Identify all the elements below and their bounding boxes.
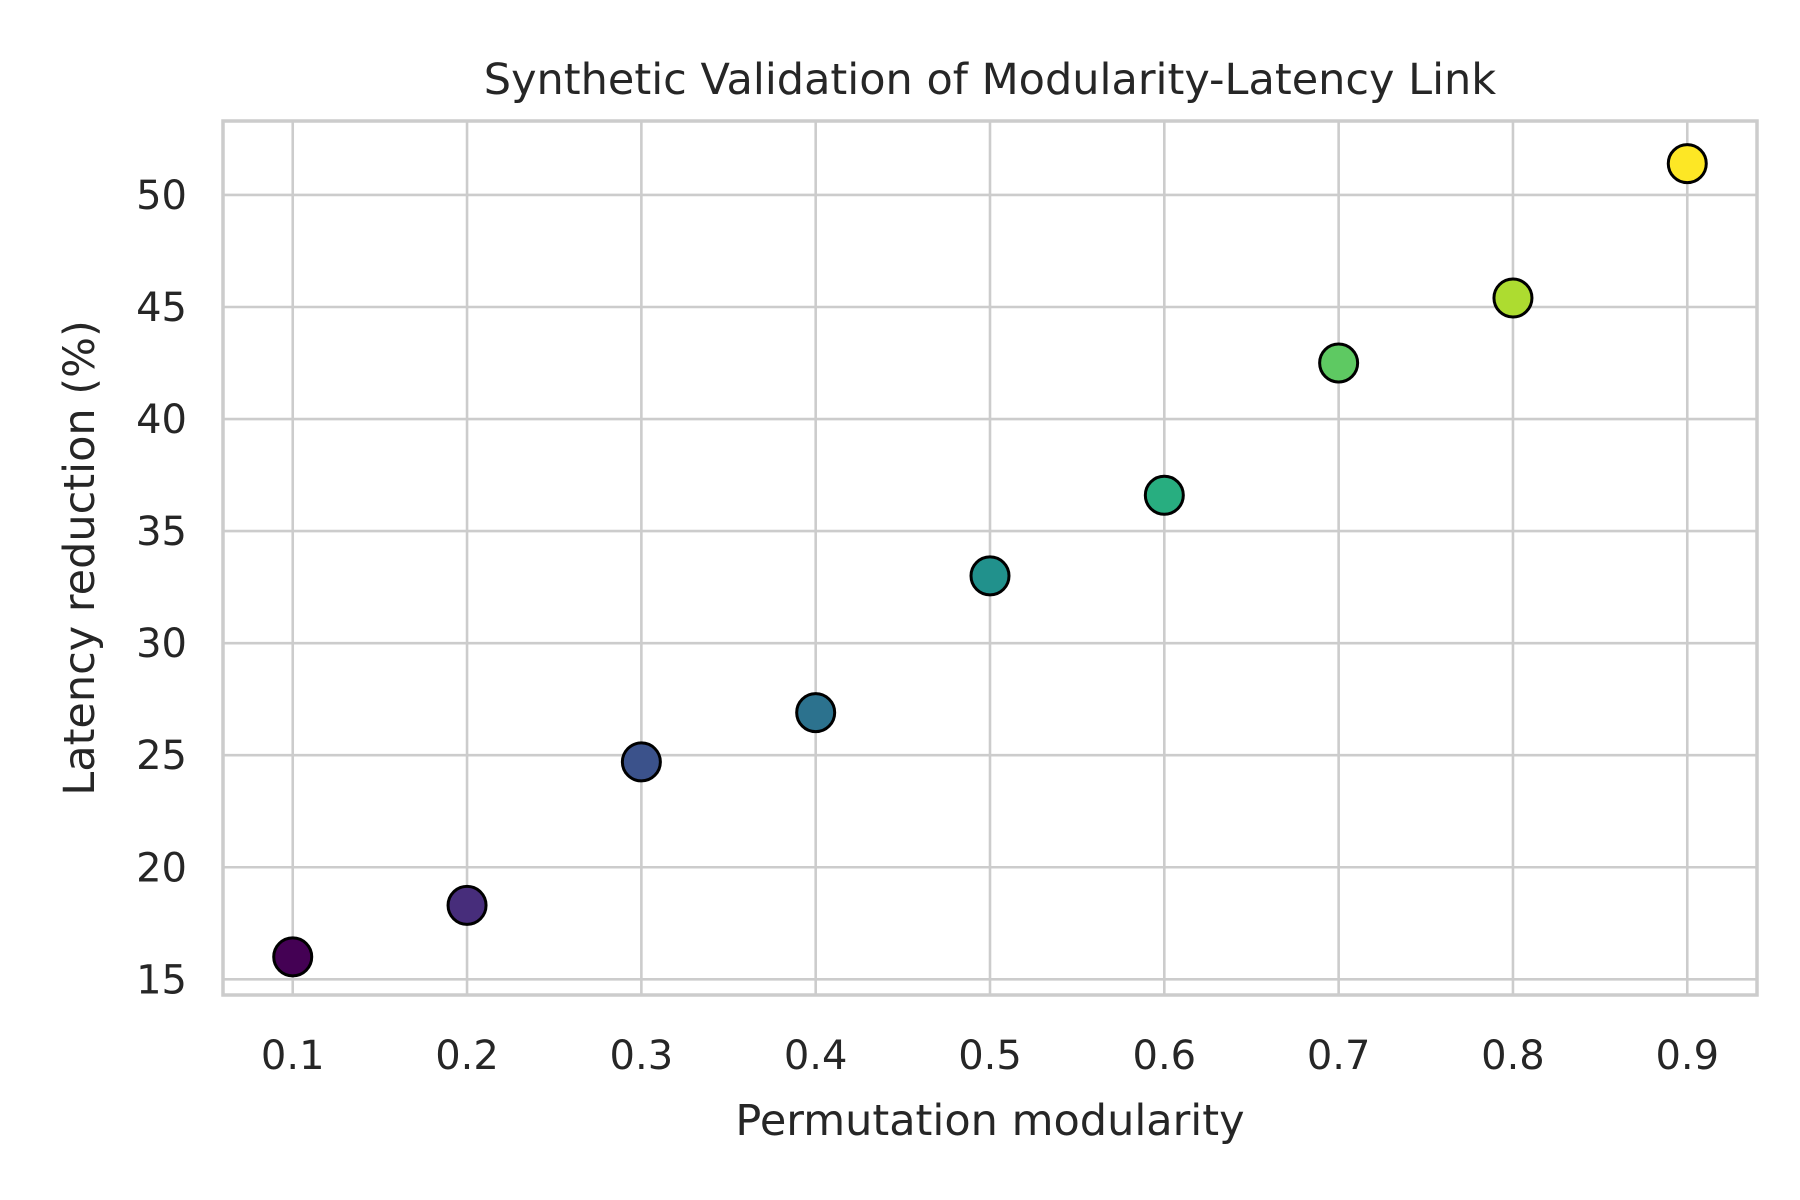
y-axis-label: Latency reduction (%) — [55, 320, 105, 795]
x-tick-label: 0.7 — [1307, 1033, 1371, 1079]
x-tick-label: 0.5 — [958, 1033, 1022, 1079]
plot-frame — [221, 119, 1759, 997]
y-tick-label: 15 — [136, 957, 187, 1003]
grid — [223, 121, 1757, 995]
y-tick-label: 35 — [136, 509, 187, 555]
y-tick-label: 50 — [136, 173, 187, 219]
x-tick-label: 0.3 — [610, 1033, 674, 1079]
x-tick-label: 0.4 — [784, 1033, 848, 1079]
data-point — [1143, 474, 1185, 516]
x-tick-label: 0.2 — [435, 1033, 499, 1079]
data-point — [620, 741, 662, 783]
data-point — [272, 936, 314, 978]
data-point — [1666, 143, 1708, 185]
y-tick-labels: 15 20 25 30 35 40 45 50 — [136, 173, 187, 1003]
x-tick-label: 0.1 — [261, 1033, 325, 1079]
y-tick-label: 25 — [136, 733, 187, 779]
data-point — [446, 884, 488, 926]
y-tick-label: 40 — [136, 397, 187, 443]
data-point — [795, 692, 837, 734]
y-tick-label: 45 — [136, 285, 187, 331]
chart-title: Synthetic Validation of Modularity-Laten… — [484, 55, 1497, 105]
x-tick-label: 0.8 — [1481, 1033, 1545, 1079]
x-tick-label: 0.9 — [1655, 1033, 1719, 1079]
data-point — [1492, 277, 1534, 319]
data-point — [1318, 342, 1360, 384]
x-tick-label: 0.6 — [1133, 1033, 1197, 1079]
y-tick-label: 20 — [136, 845, 187, 891]
data-points — [272, 143, 1708, 978]
x-tick-labels: 0.1 0.2 0.3 0.4 0.5 0.6 0.7 0.8 0.9 — [261, 1033, 1719, 1079]
data-point — [969, 555, 1011, 597]
y-tick-label: 30 — [136, 621, 187, 667]
x-axis-label: Permutation modularity — [735, 1096, 1244, 1146]
